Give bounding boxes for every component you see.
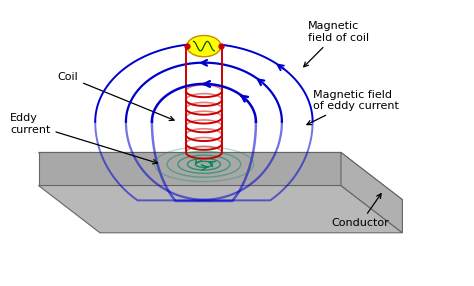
Ellipse shape — [187, 35, 221, 57]
Text: Conductor: Conductor — [331, 194, 389, 228]
Polygon shape — [341, 152, 402, 233]
Text: Coil: Coil — [57, 72, 174, 120]
Polygon shape — [38, 152, 402, 200]
Text: Magnetic
field of coil: Magnetic field of coil — [304, 21, 369, 67]
Polygon shape — [38, 186, 402, 233]
Polygon shape — [38, 152, 341, 186]
Text: Eddy
current: Eddy current — [10, 113, 157, 164]
Text: Magnetic field
of eddy current: Magnetic field of eddy current — [307, 90, 399, 125]
